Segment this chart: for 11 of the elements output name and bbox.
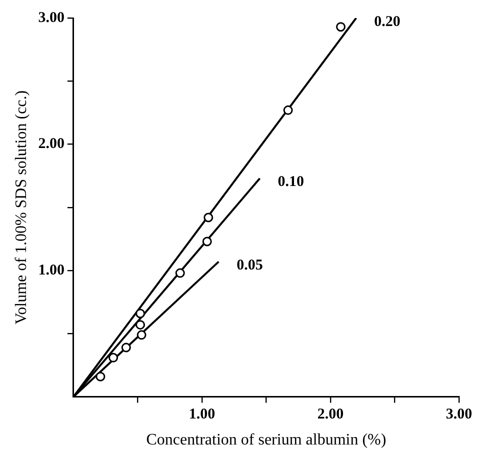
x-axis-title: Concentration of serium albumin (%) <box>146 432 386 449</box>
annotation: 0.20 <box>374 14 400 30</box>
annotation: 0.10 <box>278 174 304 190</box>
x-tick-label: 3.00 <box>446 406 472 423</box>
x-tick-label: 1.00 <box>188 406 216 423</box>
y-tick-label: 2.00 <box>38 136 64 152</box>
annotation: 0.05 <box>236 258 263 274</box>
x-tick-label: 2.00 <box>317 406 344 423</box>
y-tick-label: 1.00 <box>38 262 64 278</box>
y-tick-label: 3.00 <box>38 10 64 26</box>
y-axis-title: Volume of 1.00% SDS solution (cc.) <box>12 90 30 324</box>
